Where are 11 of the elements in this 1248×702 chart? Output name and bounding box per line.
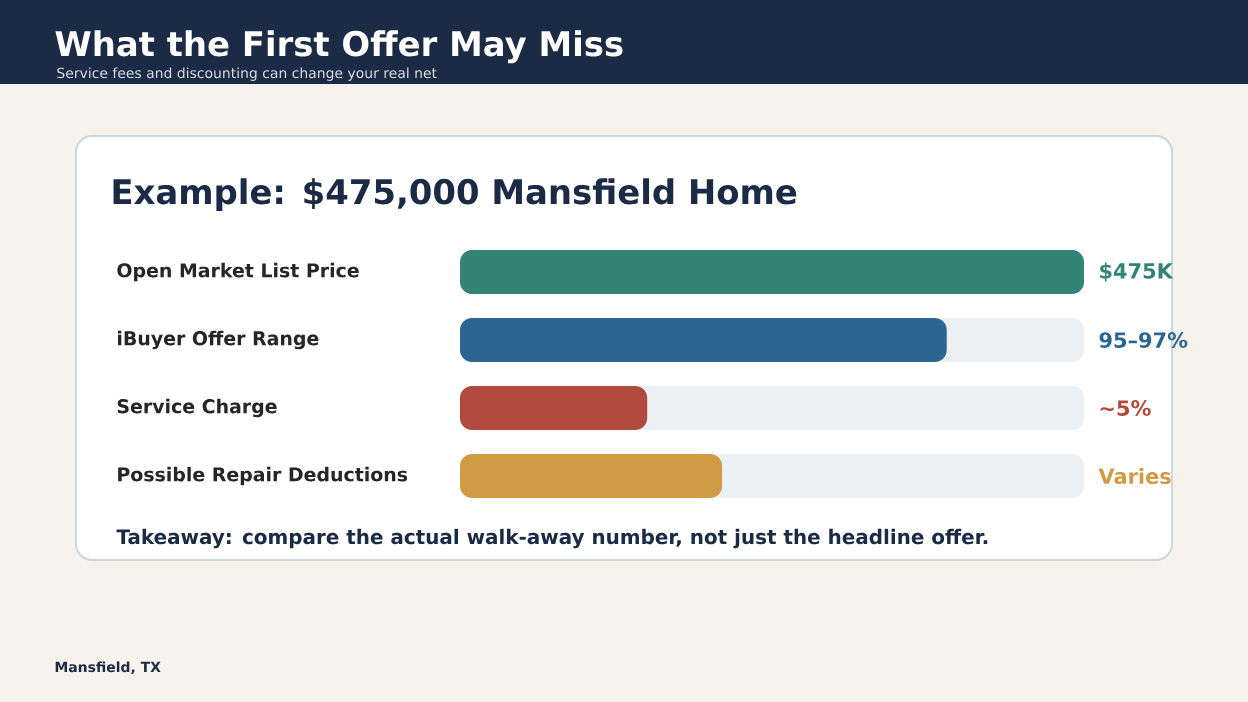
text: Example: $475,000 Mansfield Home xyxy=(113,178,797,212)
text: ~5% xyxy=(1100,400,1151,416)
text: Takeaway: compare the actual walk-away number, not just the headline offer. xyxy=(116,528,988,549)
chart-title: What the First Offer May Miss xyxy=(55,30,623,64)
text: Varies xyxy=(1098,467,1171,485)
text: 95–97% xyxy=(1099,332,1188,348)
y-tick-label: iBuyer Offer Range xyxy=(118,330,319,350)
y-tick-label: Possible Repair Deductions xyxy=(118,466,408,486)
y-tick-label: Service Charge xyxy=(117,398,277,418)
text: $475K xyxy=(1100,262,1174,282)
y-tick-label: Open Market List Price xyxy=(117,262,359,282)
